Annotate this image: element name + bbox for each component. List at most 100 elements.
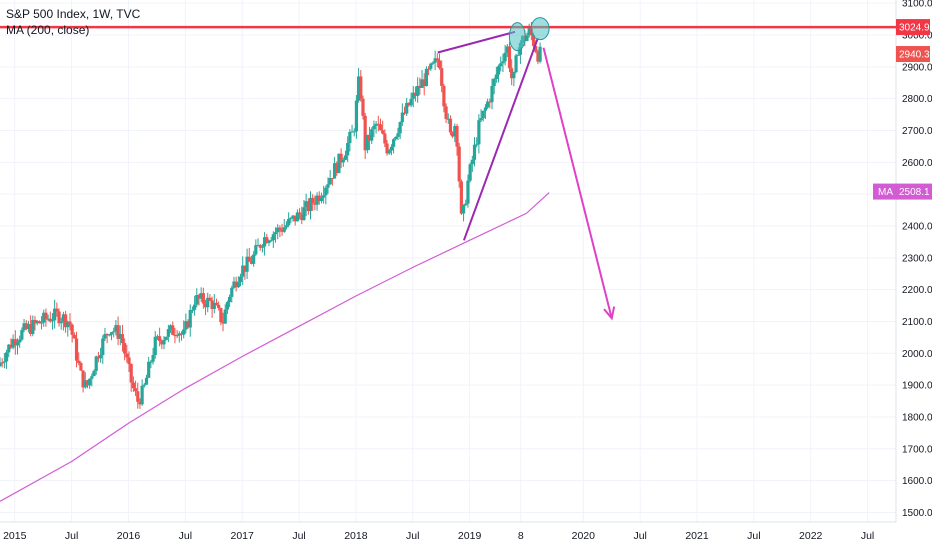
candle-body bbox=[179, 333, 184, 335]
candle-body bbox=[343, 155, 348, 160]
y-tick-label: 1600.0 bbox=[902, 476, 932, 487]
candle-body bbox=[79, 363, 83, 371]
x-tick-label: 2016 bbox=[117, 530, 141, 542]
candle-body bbox=[391, 139, 396, 147]
candle-body bbox=[486, 101, 490, 108]
ma-line bbox=[0, 192, 550, 502]
candle-body bbox=[61, 314, 66, 322]
candle-body bbox=[269, 240, 273, 242]
x-tick-label: Jul bbox=[65, 530, 78, 542]
candle-body bbox=[112, 331, 116, 333]
candle-body bbox=[92, 370, 96, 377]
candle-body bbox=[153, 336, 157, 355]
candle-body bbox=[155, 336, 160, 338]
candle-body bbox=[411, 92, 415, 99]
candle-body bbox=[490, 85, 494, 103]
candle-body bbox=[346, 143, 350, 156]
y-tick-label: 2100.0 bbox=[902, 317, 932, 328]
candle-body bbox=[302, 207, 306, 221]
candle-body bbox=[453, 126, 457, 137]
candle-body bbox=[284, 225, 289, 228]
candle-body bbox=[55, 308, 59, 312]
candle-body bbox=[271, 234, 275, 241]
candle-body bbox=[210, 300, 214, 309]
candle-body bbox=[0, 362, 4, 364]
candle-body bbox=[0, 362, 2, 367]
candle-body bbox=[479, 118, 483, 121]
candle-body bbox=[149, 361, 153, 363]
resistance-price-tag-bg bbox=[896, 19, 930, 36]
candle-body bbox=[120, 334, 125, 344]
candle-body bbox=[426, 68, 431, 70]
candle-body bbox=[195, 295, 199, 305]
candle-body bbox=[332, 163, 337, 179]
candle-body bbox=[361, 98, 365, 116]
candle-body bbox=[131, 382, 135, 389]
candle-body bbox=[66, 321, 70, 328]
candle-body bbox=[328, 178, 332, 185]
candle-body bbox=[341, 159, 345, 163]
candle-body bbox=[315, 195, 319, 205]
candle-body bbox=[243, 265, 247, 272]
candle-body bbox=[481, 110, 485, 119]
candle-body bbox=[431, 62, 435, 64]
candle-body bbox=[389, 146, 394, 151]
candle-body bbox=[433, 58, 437, 63]
candle-body bbox=[260, 246, 264, 248]
candle-body bbox=[308, 197, 313, 212]
candle-body bbox=[219, 308, 223, 323]
candle-body bbox=[168, 325, 173, 330]
candle-body bbox=[13, 339, 17, 346]
candle-body bbox=[162, 339, 166, 345]
candle-body bbox=[144, 377, 149, 385]
candle-body bbox=[416, 85, 420, 96]
candle-body bbox=[394, 136, 398, 140]
y-tick-label: 1800.0 bbox=[902, 412, 932, 423]
candle-body bbox=[470, 159, 474, 165]
candle-body bbox=[424, 68, 428, 87]
candle-body bbox=[330, 178, 334, 180]
candle-body bbox=[516, 54, 520, 56]
x-tick-label: Jul bbox=[861, 530, 874, 542]
candle-body bbox=[184, 321, 188, 330]
candle-body bbox=[405, 102, 409, 114]
candle-body bbox=[464, 203, 468, 206]
candle-body bbox=[140, 385, 144, 405]
candle-body bbox=[337, 153, 341, 174]
x-tick-label: 2021 bbox=[685, 530, 709, 542]
candle-body bbox=[81, 370, 85, 388]
x-tick-label: 2018 bbox=[344, 530, 368, 542]
candle-body bbox=[370, 129, 374, 141]
candle-body bbox=[354, 100, 359, 132]
candle-body bbox=[461, 205, 466, 214]
ma-value-tag-bg bbox=[896, 183, 932, 200]
x-tick-label: Jul bbox=[633, 530, 646, 542]
candle-body bbox=[116, 325, 120, 339]
candle-body bbox=[534, 46, 538, 52]
candle-body bbox=[109, 332, 114, 335]
candle-body bbox=[357, 76, 361, 101]
candle-body bbox=[158, 336, 162, 341]
candle-body bbox=[442, 85, 446, 107]
candle-body bbox=[501, 61, 505, 64]
candle-body bbox=[265, 237, 269, 244]
candle-body bbox=[245, 256, 249, 272]
candle-body bbox=[350, 131, 354, 133]
candle-body bbox=[203, 303, 208, 308]
top-marker-circle bbox=[530, 17, 550, 41]
candle-body bbox=[409, 98, 413, 106]
candle-body bbox=[212, 302, 216, 309]
candle-body bbox=[258, 245, 262, 248]
candle-body bbox=[510, 68, 514, 79]
candle-body bbox=[88, 378, 92, 386]
candle-body bbox=[48, 318, 52, 322]
candle-body bbox=[291, 215, 295, 218]
candle-body bbox=[507, 46, 512, 69]
x-tick-label: Jul bbox=[179, 530, 192, 542]
candle-body bbox=[324, 187, 328, 196]
candle-body bbox=[72, 334, 76, 339]
candle-body bbox=[230, 287, 234, 297]
ma-tag-label: MA bbox=[878, 187, 893, 198]
